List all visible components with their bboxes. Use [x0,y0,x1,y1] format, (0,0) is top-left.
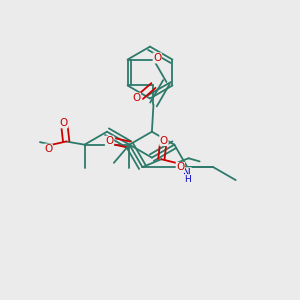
Text: O: O [44,144,52,154]
Text: O: O [59,118,68,128]
Text: O: O [132,93,140,103]
Text: N: N [183,168,191,178]
Text: O: O [105,136,114,146]
Text: O: O [153,53,161,63]
Text: H: H [184,175,191,184]
Text: O: O [176,162,184,172]
Text: O: O [160,136,168,146]
